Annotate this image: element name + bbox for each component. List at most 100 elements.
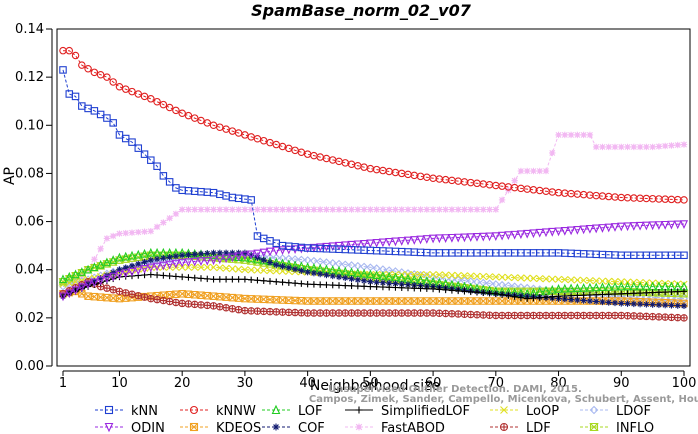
data-point-simplifiedlof bbox=[361, 283, 367, 289]
data-point-kdeos bbox=[355, 298, 361, 304]
legend-label-kdeos: KDEOS bbox=[216, 421, 261, 434]
data-point-fastabod bbox=[662, 143, 668, 149]
data-point-loop bbox=[455, 272, 461, 278]
series-knn bbox=[60, 67, 687, 259]
data-point-ldf bbox=[417, 310, 423, 316]
data-point-fastabod bbox=[574, 132, 580, 138]
data-point-fastabod bbox=[123, 230, 129, 236]
series-layer bbox=[60, 47, 687, 321]
data-point-ldf bbox=[336, 310, 342, 316]
data-point-knnw bbox=[286, 145, 292, 151]
data-point-knnw bbox=[166, 104, 172, 110]
data-point-cof bbox=[154, 256, 160, 262]
data-point-simplifiedlof bbox=[304, 281, 310, 287]
data-point-cof bbox=[141, 259, 147, 265]
data-point-simplifiedlof bbox=[330, 282, 336, 288]
data-point-fastabod bbox=[631, 144, 637, 150]
data-point-fastabod bbox=[217, 206, 223, 212]
data-point-fastabod bbox=[104, 235, 110, 241]
data-point-kdeos bbox=[330, 298, 336, 304]
data-point-simplifiedlof bbox=[217, 276, 223, 282]
data-point-ldf bbox=[298, 310, 304, 316]
y-tick-label: 0.08 bbox=[15, 166, 44, 181]
data-point-ldf bbox=[141, 294, 147, 300]
data-point-ldf bbox=[399, 310, 405, 316]
data-point-fastabod bbox=[160, 219, 166, 225]
data-point-fastabod bbox=[235, 206, 241, 212]
data-point-ldf bbox=[631, 313, 637, 319]
data-point-kdeos bbox=[480, 298, 486, 304]
data-point-ldf bbox=[198, 302, 204, 308]
data-point-ldf bbox=[204, 302, 210, 308]
data-point-fastabod bbox=[486, 206, 492, 212]
data-point-kdeos bbox=[304, 298, 310, 304]
data-point-ldf bbox=[424, 310, 430, 316]
data-point-simplifiedlof bbox=[273, 279, 279, 285]
data-point-fastabod bbox=[148, 228, 154, 234]
data-point-fastabod bbox=[179, 206, 185, 212]
data-point-cof bbox=[116, 267, 122, 273]
data-point-fastabod bbox=[668, 142, 674, 148]
data-point-fastabod bbox=[499, 197, 505, 203]
legend-marker-simplifiedlof bbox=[356, 407, 363, 414]
data-point-ldf bbox=[254, 308, 260, 314]
data-point-ldf bbox=[612, 312, 618, 318]
data-point-fastabod bbox=[681, 141, 687, 147]
data-point-knn bbox=[273, 240, 279, 246]
x-tick-label: 10 bbox=[111, 376, 128, 391]
data-point-ldf bbox=[662, 314, 668, 320]
data-point-fastabod bbox=[298, 206, 304, 212]
data-point-cof bbox=[298, 267, 304, 273]
data-point-fastabod bbox=[649, 144, 655, 150]
legend-label-odin: ODIN bbox=[131, 421, 165, 434]
data-point-fastabod bbox=[461, 206, 467, 212]
data-point-ldf bbox=[185, 301, 191, 307]
data-point-ldf bbox=[129, 291, 135, 297]
data-point-simplifiedlof bbox=[160, 272, 166, 278]
data-point-fastabod bbox=[643, 144, 649, 150]
data-point-knn bbox=[66, 91, 72, 97]
data-point-ldf bbox=[367, 310, 373, 316]
data-point-loop bbox=[449, 272, 455, 278]
data-point-ldf bbox=[518, 312, 524, 318]
data-point-ldf bbox=[468, 311, 474, 317]
data-point-fastabod bbox=[417, 206, 423, 212]
data-point-cof bbox=[279, 263, 285, 269]
data-point-simplifiedlof bbox=[235, 276, 241, 282]
data-point-ldf bbox=[411, 310, 417, 316]
data-point-ldf bbox=[210, 303, 216, 309]
data-point-ldf bbox=[330, 310, 336, 316]
y-tick-label: 0.00 bbox=[15, 359, 44, 374]
data-point-fastabod bbox=[317, 206, 323, 212]
data-point-simplifiedlof bbox=[185, 274, 191, 280]
data-point-ldf bbox=[530, 312, 536, 318]
data-point-kdeos bbox=[455, 298, 461, 304]
data-point-knnw bbox=[261, 137, 267, 143]
data-point-cof bbox=[198, 251, 204, 257]
data-point-simplifiedlof bbox=[248, 277, 254, 283]
data-point-ldf bbox=[104, 285, 110, 291]
data-point-fastabod bbox=[361, 206, 367, 212]
data-point-ldf bbox=[160, 297, 166, 303]
data-point-cof bbox=[606, 299, 612, 305]
y-tick-label: 0.14 bbox=[15, 22, 44, 37]
data-point-fastabod bbox=[204, 206, 210, 212]
data-point-simplifiedlof bbox=[311, 281, 317, 287]
data-point-knnw bbox=[223, 126, 229, 132]
data-point-fastabod bbox=[292, 206, 298, 212]
data-point-simplifiedlof bbox=[242, 276, 248, 282]
data-point-simplifiedlof bbox=[229, 276, 235, 282]
data-point-fastabod bbox=[411, 206, 417, 212]
data-point-fastabod bbox=[267, 206, 273, 212]
data-point-ldf bbox=[511, 312, 517, 318]
data-point-fastabod bbox=[135, 229, 141, 235]
data-point-simplifiedlof bbox=[179, 274, 185, 280]
data-point-ldf bbox=[505, 312, 511, 318]
data-point-knnw bbox=[185, 112, 191, 118]
data-point-ldf bbox=[606, 312, 612, 318]
data-point-fastabod bbox=[110, 233, 116, 239]
data-point-fastabod bbox=[537, 168, 543, 174]
data-point-ldf bbox=[643, 313, 649, 319]
legend-item-lof: LOF bbox=[262, 404, 323, 419]
data-point-simplifiedlof bbox=[599, 291, 605, 297]
